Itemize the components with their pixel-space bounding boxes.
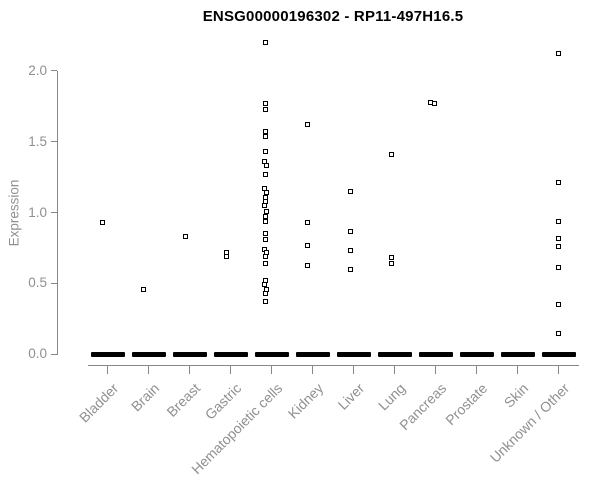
x-axis-tick [394, 366, 396, 374]
x-axis-tick [148, 366, 150, 374]
x-axis-tick [517, 366, 519, 374]
data-point-marker [556, 265, 562, 271]
y-axis-tick [51, 353, 57, 355]
x-axis-tick [435, 366, 437, 374]
y-axis-tick [51, 212, 57, 214]
data-point-marker [263, 237, 269, 243]
zero-expression-mass [459, 351, 494, 357]
data-point-marker [263, 261, 269, 267]
data-point-marker [348, 228, 354, 234]
data-point-marker [305, 122, 311, 128]
data-point-marker [305, 220, 311, 226]
y-tick-label: 0.0 [28, 346, 47, 362]
data-point-marker [556, 330, 562, 336]
data-point-marker [556, 218, 562, 224]
x-axis-tick [230, 366, 232, 374]
data-point-marker [263, 100, 269, 106]
y-axis-tick [51, 70, 57, 72]
data-point-marker [141, 286, 147, 292]
data-point-marker [183, 234, 189, 240]
data-point-marker [556, 51, 562, 57]
data-point-marker [556, 244, 562, 250]
data-point-marker [263, 231, 269, 237]
x-axis-tick [476, 366, 478, 374]
zero-expression-mass [254, 351, 289, 357]
data-point-marker [263, 171, 269, 177]
x-axis-tick [312, 366, 314, 374]
zero-expression-mass [172, 351, 207, 357]
zero-expression-mass [541, 351, 576, 357]
chart-title: ENSG00000196302 - RP11-497H16.5 [202, 8, 464, 25]
data-point-marker [263, 254, 269, 260]
y-tick-label: 2.0 [28, 62, 47, 78]
data-point-marker [263, 40, 269, 46]
y-axis-line [57, 71, 58, 355]
data-point-marker [100, 220, 106, 226]
x-axis-line [88, 365, 579, 366]
data-point-marker [263, 133, 269, 139]
zero-expression-mass [213, 351, 248, 357]
data-point-marker [348, 188, 354, 194]
data-point-marker [263, 149, 269, 155]
data-point-marker [556, 302, 562, 308]
data-point-marker [305, 242, 311, 248]
data-point-marker [263, 218, 269, 224]
y-tick-label: 1.5 [28, 133, 47, 149]
x-axis-tick [189, 366, 191, 374]
x-axis-tick [107, 366, 109, 374]
data-point-marker [262, 203, 268, 208]
data-point-marker [263, 299, 269, 305]
zero-expression-mass [377, 351, 412, 357]
data-point-marker [348, 266, 354, 272]
data-point-marker [348, 248, 354, 254]
x-axis-tick [271, 366, 273, 374]
data-point-marker [263, 290, 269, 296]
data-point-marker [389, 152, 395, 157]
data-point-marker [556, 235, 562, 241]
data-point-marker [224, 254, 230, 260]
zero-expression-mass [295, 351, 330, 357]
data-point-marker [389, 261, 395, 267]
data-point-marker [263, 106, 269, 112]
data-point-marker [389, 255, 395, 261]
y-axis-tick [51, 282, 57, 284]
x-axis-tick [353, 366, 355, 374]
zero-expression-mass [336, 351, 371, 357]
data-point-marker [556, 180, 562, 186]
y-tick-label: 1.0 [28, 204, 47, 220]
y-tick-label: 0.5 [28, 275, 47, 291]
y-axis-tick [51, 141, 57, 143]
zero-expression-mass [90, 351, 125, 357]
x-axis-tick [558, 366, 560, 374]
zero-expression-mass [131, 351, 166, 357]
data-point-marker [432, 100, 438, 106]
data-point-marker [305, 262, 311, 268]
zero-expression-mass [500, 351, 535, 357]
data-point-marker [264, 208, 270, 214]
zero-expression-mass [418, 351, 453, 357]
data-point-marker [264, 163, 270, 169]
